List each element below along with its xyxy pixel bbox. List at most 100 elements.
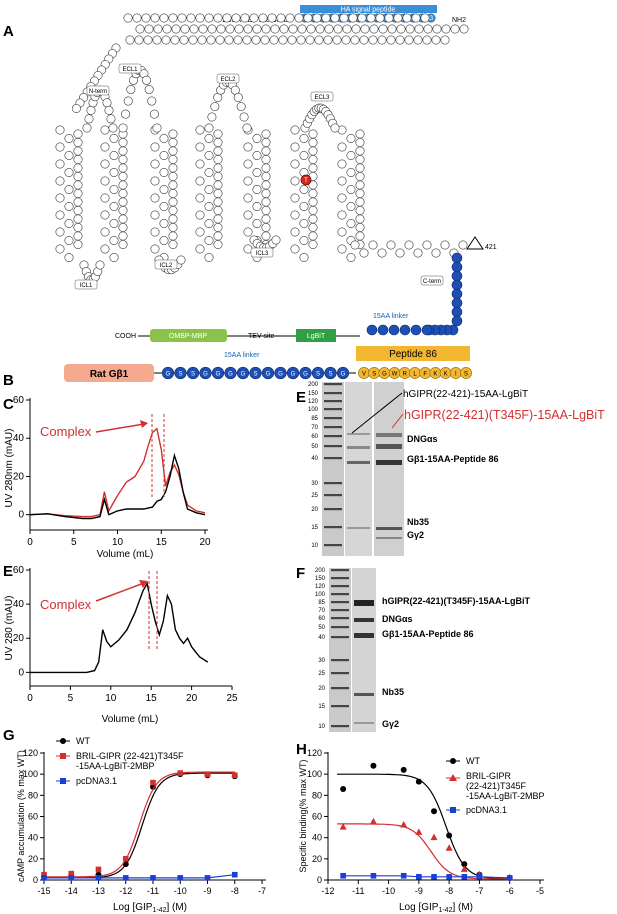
residue-dot bbox=[297, 24, 307, 34]
e-x-tick-label: 0 bbox=[27, 693, 33, 704]
residue-dot bbox=[73, 180, 83, 190]
data-point bbox=[461, 861, 468, 868]
linker-residue bbox=[451, 279, 463, 291]
c-x-tick-label: 15 bbox=[156, 537, 168, 548]
residue-dot bbox=[55, 176, 65, 186]
residue-dot bbox=[355, 129, 365, 139]
residue-dot bbox=[100, 176, 110, 186]
f-marker-band bbox=[331, 569, 349, 572]
residue-dot bbox=[100, 159, 110, 169]
c-y-tick-label: 20 bbox=[13, 471, 25, 482]
residue-dot bbox=[213, 197, 223, 207]
residue-dot bbox=[359, 248, 369, 258]
residue-dot bbox=[234, 24, 244, 34]
residue-dot bbox=[118, 146, 128, 156]
residue-dot bbox=[261, 223, 271, 233]
residue-dot bbox=[144, 24, 154, 34]
residue-dot bbox=[150, 227, 160, 237]
d-label-dng: DNGαs bbox=[407, 434, 438, 444]
residue-dot bbox=[195, 13, 205, 23]
residue-dot bbox=[206, 35, 216, 45]
residue-dot bbox=[150, 176, 160, 186]
b-linker-letter: G bbox=[266, 372, 271, 378]
c-series-black-line bbox=[29, 452, 206, 520]
residue-dot bbox=[308, 223, 318, 233]
residue-dot bbox=[303, 13, 313, 23]
c-x-tick-label: 0 bbox=[27, 537, 33, 548]
residue-dot bbox=[195, 176, 205, 186]
f-lane-sample bbox=[352, 568, 376, 732]
b-peptide-letter: L bbox=[413, 372, 417, 378]
residue-dot bbox=[195, 210, 205, 220]
d-lane-wt bbox=[345, 382, 372, 556]
residue-dot bbox=[118, 240, 128, 250]
data-point bbox=[95, 875, 102, 881]
d-marker-label: 10 bbox=[311, 543, 318, 549]
c-y-axis-label: UV 280nm (mAU) bbox=[4, 429, 15, 508]
residue-dot bbox=[369, 24, 379, 34]
y-tick-label: 0 bbox=[33, 875, 38, 885]
data-point bbox=[68, 875, 75, 881]
residue-dot bbox=[213, 155, 223, 165]
loop-label-icl3: ICL3 bbox=[256, 251, 269, 257]
residue-dot bbox=[109, 236, 119, 246]
data-point bbox=[460, 865, 468, 872]
residue-dot bbox=[73, 155, 83, 165]
residue-dot bbox=[161, 35, 171, 45]
rat-gb1-box bbox=[64, 364, 154, 382]
linker-residue bbox=[421, 324, 433, 336]
residue-dot bbox=[431, 35, 441, 45]
c-series-red-line bbox=[29, 427, 206, 518]
d-ladder-lane bbox=[322, 382, 344, 556]
f-sample-band bbox=[354, 722, 374, 724]
residue-dot bbox=[242, 123, 252, 133]
residue-dot bbox=[153, 24, 163, 34]
residue-dot bbox=[144, 85, 154, 95]
data-point bbox=[461, 874, 468, 880]
g-legend-wt: WT bbox=[76, 736, 90, 746]
residue-dot bbox=[276, 13, 286, 23]
residue-dot bbox=[55, 227, 65, 237]
loop-label-box bbox=[216, 73, 240, 84]
residue-dot bbox=[299, 185, 309, 195]
residue-dot bbox=[109, 185, 119, 195]
residue-dot bbox=[123, 96, 133, 106]
g-legend-mut-marker bbox=[60, 753, 66, 759]
residue-dot bbox=[118, 197, 128, 207]
residue-dot bbox=[207, 24, 217, 34]
x-tick-label: -7 bbox=[258, 886, 266, 896]
f-marker-label: 10 bbox=[318, 724, 325, 730]
residue-dot bbox=[204, 123, 214, 133]
residue-dot bbox=[252, 185, 262, 195]
residue-dot bbox=[213, 180, 223, 190]
residue-dot bbox=[204, 253, 214, 263]
f-marker-band bbox=[331, 626, 349, 629]
data-point bbox=[177, 770, 184, 776]
residue-dot bbox=[413, 248, 423, 258]
data-point bbox=[415, 828, 423, 835]
f-marker-label: 50 bbox=[318, 625, 325, 631]
residue-dot bbox=[337, 227, 347, 237]
residue-dot bbox=[346, 168, 356, 178]
residue-dot bbox=[233, 92, 243, 102]
linker-residue bbox=[451, 315, 463, 327]
y-tick-label: 60 bbox=[312, 812, 322, 822]
fit-curve bbox=[44, 771, 235, 878]
residue-dot bbox=[55, 159, 65, 169]
linker-residue bbox=[410, 324, 422, 336]
residue-dot bbox=[73, 138, 83, 148]
residue-dot bbox=[195, 244, 205, 254]
x-tick-label: -11 bbox=[147, 886, 159, 896]
b-linker-letter: G bbox=[216, 372, 221, 378]
f-ladder-lane bbox=[329, 568, 351, 732]
residue-dot bbox=[134, 35, 144, 45]
data-point bbox=[431, 874, 437, 880]
residue-dot bbox=[261, 155, 271, 165]
data-point bbox=[506, 875, 513, 881]
residue-dot bbox=[73, 197, 83, 207]
residue-dot bbox=[204, 13, 214, 23]
b-peptide-letter: G bbox=[382, 372, 387, 378]
e-complex-arrow bbox=[95, 582, 145, 602]
residue-dot bbox=[299, 219, 309, 229]
